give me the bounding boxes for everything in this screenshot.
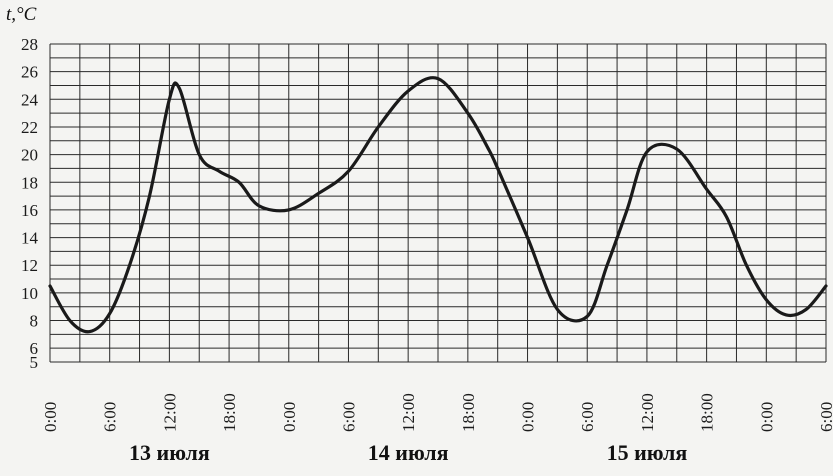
x-tick-label: 12:00 [399,393,418,432]
day-label: 15 июля [607,440,688,465]
y-tick-label: 8 [30,312,39,331]
y-tick-label: 26 [21,63,38,82]
temperature-series-line [48,76,828,334]
x-tick-label: 12:00 [160,393,179,432]
y-tick-label: 22 [21,118,38,137]
x-tick-label: 0:00 [519,402,538,432]
y-tick-label: 12 [21,256,38,275]
y-tick-label: 28 [21,35,38,54]
x-tick-label: 18:00 [698,393,717,432]
chart-grid [49,43,827,363]
day-label: 13 июля [129,440,210,465]
x-tick-label: 6:00 [339,402,358,432]
x-tick-label: 0:00 [280,402,299,432]
y-axis-label: t,°C [6,4,37,25]
y-axis-ticks: 56 8 10 12 14 16 18 20 22 24 26 28 [21,35,39,372]
day-labels: 13 июля 14 июля 15 июля [129,440,687,465]
x-tick-label: 0:00 [757,402,776,432]
x-tick-label: 18:00 [459,393,478,432]
y-tick-label: 10 [21,284,38,303]
y-tick-label: 16 [21,201,38,220]
y-tick-label: 18 [21,173,38,192]
y-tick-label: 5 [30,353,39,372]
day-label: 14 июля [368,440,449,465]
y-tick-label: 6 [30,339,39,358]
x-axis-ticks: 0:00 6:00 12:00 18:00 0:00 6:00 12:00 18:00 0:00… [41,393,833,432]
y-tick-label: 14 [21,229,39,248]
x-tick-label: 6:00 [578,402,597,432]
x-tick-label: 6:00 [101,402,120,432]
x-tick-label: 12:00 [638,393,657,432]
x-tick-label: 0:00 [41,402,60,432]
y-tick-label: 24 [21,90,39,109]
y-tick-label: 20 [21,146,38,165]
x-tick-label: 6:00 [817,402,833,432]
x-tick-label: 18:00 [220,393,239,432]
